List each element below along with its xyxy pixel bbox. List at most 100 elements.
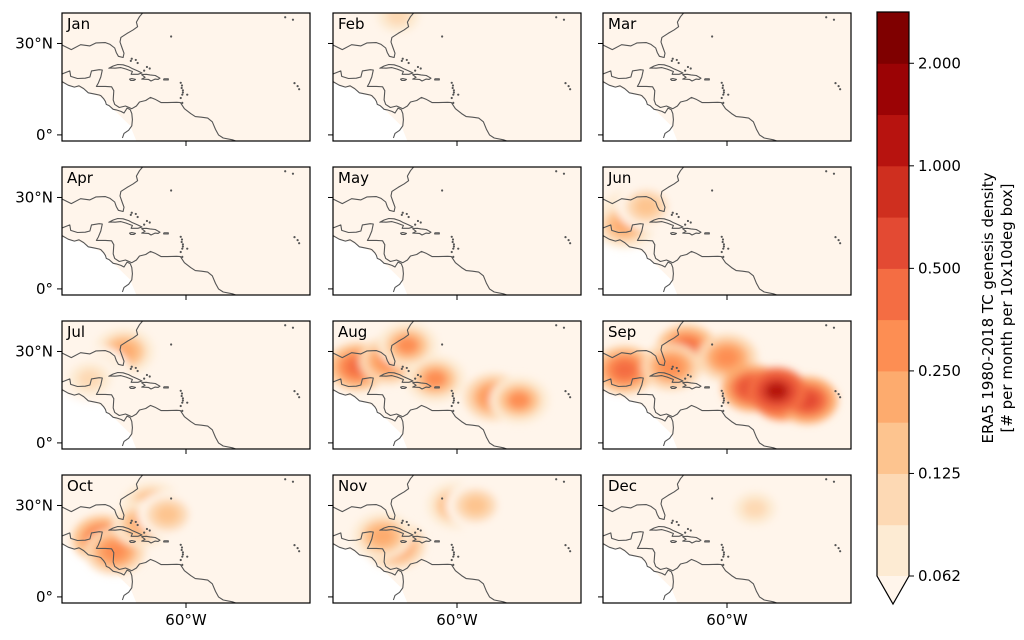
colorbar-segment <box>877 319 909 372</box>
island <box>675 366 678 370</box>
island <box>727 401 730 404</box>
island <box>291 480 295 483</box>
island <box>684 69 687 72</box>
coastline <box>128 385 137 389</box>
island <box>864 356 866 358</box>
island <box>569 550 572 553</box>
island <box>129 521 132 524</box>
genesis-cell <box>370 526 395 546</box>
island <box>722 399 726 402</box>
month-label: Mar <box>608 15 637 33</box>
island <box>291 18 295 21</box>
coastline <box>333 235 404 293</box>
coastline <box>669 231 678 235</box>
island <box>567 393 570 396</box>
coastline <box>62 377 238 449</box>
coastline <box>141 73 161 82</box>
island <box>452 555 455 558</box>
island <box>451 548 454 552</box>
island <box>416 527 420 531</box>
coastline <box>399 539 408 543</box>
island <box>296 85 299 88</box>
island <box>143 531 146 534</box>
island <box>134 212 137 216</box>
coastline <box>62 69 238 141</box>
island <box>323 356 325 358</box>
coastline <box>62 167 144 213</box>
island <box>567 239 570 242</box>
coastline <box>603 69 779 141</box>
island <box>130 365 133 368</box>
y-tick-label: 30°N <box>15 34 53 52</box>
colorbar: 0.062 0.125 0.250 0.500 1.000 2.000 ERA5 1980-… <box>876 11 1016 606</box>
island <box>686 527 690 531</box>
island <box>328 201 330 203</box>
island <box>711 497 714 500</box>
coastline <box>163 232 169 235</box>
island <box>181 551 184 554</box>
coastline <box>128 539 137 543</box>
island <box>400 521 403 524</box>
island <box>450 235 453 238</box>
coastline <box>62 531 238 603</box>
island <box>170 497 173 500</box>
coastline <box>603 167 685 213</box>
island <box>564 389 567 393</box>
panel-sep: Sep <box>598 320 866 454</box>
island <box>684 531 687 534</box>
island <box>711 35 714 38</box>
genesis-cell <box>612 360 637 380</box>
island <box>293 235 296 239</box>
island <box>136 523 139 527</box>
island <box>452 409 455 413</box>
island <box>839 550 842 553</box>
island <box>594 48 596 50</box>
y-tick-label: 0° <box>36 434 53 452</box>
island <box>170 343 173 346</box>
coastline <box>603 321 685 367</box>
island <box>416 373 420 377</box>
colorbar-segment <box>877 370 909 423</box>
coastline <box>333 389 404 447</box>
island <box>181 555 184 558</box>
coastline <box>682 535 702 544</box>
island <box>839 88 842 91</box>
missing-data-region <box>62 545 137 603</box>
month-label: Sep <box>608 323 636 341</box>
island <box>589 48 591 50</box>
island <box>837 85 840 88</box>
island <box>414 69 417 72</box>
y-tick-label: 0° <box>36 588 53 606</box>
colorbar-segment <box>877 12 909 64</box>
island <box>181 245 184 248</box>
missing-data-region <box>603 83 678 141</box>
island <box>452 89 455 92</box>
island <box>130 57 133 60</box>
island <box>145 219 149 223</box>
island <box>181 409 184 413</box>
island <box>293 81 296 85</box>
coastline <box>333 223 509 295</box>
island <box>400 213 403 216</box>
island <box>825 478 828 481</box>
island <box>722 555 725 558</box>
island <box>143 69 146 72</box>
island <box>179 250 182 254</box>
island <box>722 101 725 105</box>
coastline <box>333 167 415 213</box>
island <box>180 86 183 90</box>
island <box>837 393 840 396</box>
island <box>134 366 137 370</box>
island <box>179 404 182 408</box>
coastline <box>108 63 143 75</box>
panel-apr: Apr 0° 30°N <box>15 166 330 300</box>
island <box>671 519 674 522</box>
genesis-cell <box>155 505 180 524</box>
y-tick-label: 30°N <box>15 342 53 360</box>
island <box>405 520 408 524</box>
island <box>181 247 184 250</box>
coastline <box>399 385 408 389</box>
island <box>711 189 714 192</box>
island <box>414 223 417 226</box>
coastline <box>62 223 238 295</box>
